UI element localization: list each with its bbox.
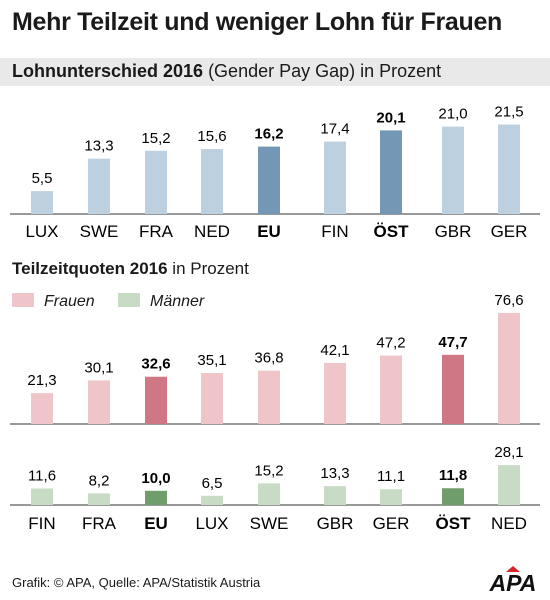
frauen-bar-fra [88,380,110,424]
maenner-value-swe: 15,2 [254,462,283,479]
pay-gap-value-swe: 13,3 [84,138,113,155]
frauen-bar-fin [31,393,53,424]
maenner-bar-swe [258,483,280,505]
part-time-category-fin: FIN [28,514,55,533]
frauen-bar-gbr [324,362,346,424]
frauen-bar-eu [145,376,167,424]
pay-gap-subtitle: Lohnunterschied 2016 (Gender Pay Gap) in… [12,61,441,82]
pay-gap-bar-oest [380,130,402,214]
pay-gap-category-gbr: GBR [435,222,472,241]
pay-gap-value-fra: 15,2 [141,130,170,147]
frauen-bar-ned [498,312,520,424]
pay-gap-value-fin: 17,4 [320,121,349,138]
maenner-value-ger: 11,1 [377,468,405,485]
part-time-subtitle: Teilzeitquoten 2016 in Prozent [12,259,249,279]
part-time-category-ned: NED [491,514,527,533]
footer-source: Grafik: © APA, Quelle: APA/Statistik Aus… [12,575,261,590]
legend-maenner: Männer [118,293,204,311]
pay-gap-value-gbr: 21,0 [438,106,467,123]
maenner-bar-gbr [324,486,346,505]
frauen-value-fin: 21,3 [27,372,56,389]
legend-frauen: Frauen [12,293,95,311]
pay-gap-bar-fin [324,141,346,214]
pay-gap-bar-gbr [442,126,464,214]
frauen-value-oest: 47,7 [438,334,467,351]
pay-gap-bar-swe [88,158,110,214]
frauen-bar-lux [201,373,223,424]
pay-gap-subtitle-bold: Lohnunterschied 2016 [12,61,204,81]
apa-logo: APA [489,566,537,594]
pay-gap-subtitle-rest: (Gender Pay Gap) in Prozent [203,61,442,81]
frauen-bar-swe [258,370,280,424]
apa-logo-triangle-icon [506,566,520,572]
maenner-value-lux: 6,5 [202,475,223,492]
maenner-bar-oest [442,488,464,505]
maenner-bar-ned [498,465,520,505]
pay-gap-value-oest: 20,1 [376,109,405,126]
pay-gap-value-ned: 15,6 [197,128,226,145]
subtitle-band [0,58,550,86]
maenner-bar-eu [145,490,167,505]
pay-gap-value-lux: 5,5 [32,170,53,187]
pay-gap-category-eu: EU [257,222,281,241]
maenner-value-gbr: 13,3 [320,465,349,482]
pay-gap-category-ned: NED [194,222,230,241]
maenner-value-eu: 10,0 [141,470,170,487]
legend-maenner-label: Männer [150,293,205,310]
frauen-value-eu: 32,6 [141,356,170,373]
part-time-category-gbr: GBR [317,514,354,533]
frauen-value-fra: 30,1 [84,359,113,376]
pay-gap-bar-eu [258,146,280,214]
pay-gap-category-fra: FRA [139,222,174,241]
pay-gap-category-fin: FIN [321,222,348,241]
pay-gap-category-ger: GER [491,222,528,241]
frauen-value-gbr: 42,1 [320,342,349,359]
part-time-subtitle-rest: in Prozent [167,259,249,278]
legend-frauen-swatch [12,293,34,307]
maenner-value-oest: 11,8 [439,467,467,484]
apa-logo-text: APA [489,570,537,594]
maenner-bar-lux [201,495,223,505]
frauen-bar-ger [380,355,402,424]
pay-gap-bar-ned [201,149,223,214]
maenner-bar-fin [31,488,53,505]
pay-gap-category-lux: LUX [25,222,58,241]
part-time-category-swe: SWE [250,514,289,533]
pay-gap-category-oest: ÖST [374,222,410,241]
pay-gap-bar-lux [31,191,53,214]
maenner-value-fin: 11,6 [28,468,56,485]
frauen-value-swe: 36,8 [254,350,283,367]
pay-gap-category-swe: SWE [80,222,119,241]
frauen-value-ned: 76,6 [494,292,523,309]
part-time-category-eu: EU [144,514,168,533]
frauen-value-ger: 47,2 [376,335,405,352]
pay-gap-bar-ger [498,124,520,214]
part-time-category-lux: LUX [195,514,228,533]
legend-maenner-swatch [118,293,140,307]
maenner-bar-ger [380,489,402,505]
maenner-value-ned: 28,1 [494,444,523,461]
frauen-bar-oest [442,354,464,424]
maenner-value-fra: 8,2 [89,472,110,489]
pay-gap-value-eu: 16,2 [254,126,283,143]
part-time-subtitle-bold: Teilzeitquoten 2016 [12,259,168,278]
maenner-bar-fra [88,493,110,505]
pay-gap-bar-fra [145,150,167,214]
pay-gap-value-ger: 21,5 [494,104,523,121]
frauen-value-lux: 35,1 [197,352,226,369]
bar-charts: 5,5 LUX 13,3 SWE 15,2 FRA 15,6 NED 16,2 EU 17,4 FIN… [10,104,540,533]
chart-title: Mehr Teilzeit und weniger Lohn für Fraue… [12,8,503,36]
legend-frauen-label: Frauen [44,293,95,310]
part-time-category-fra: FRA [82,514,117,533]
part-time-category-ger: GER [373,514,410,533]
part-time-category-oest: ÖST [436,514,472,533]
